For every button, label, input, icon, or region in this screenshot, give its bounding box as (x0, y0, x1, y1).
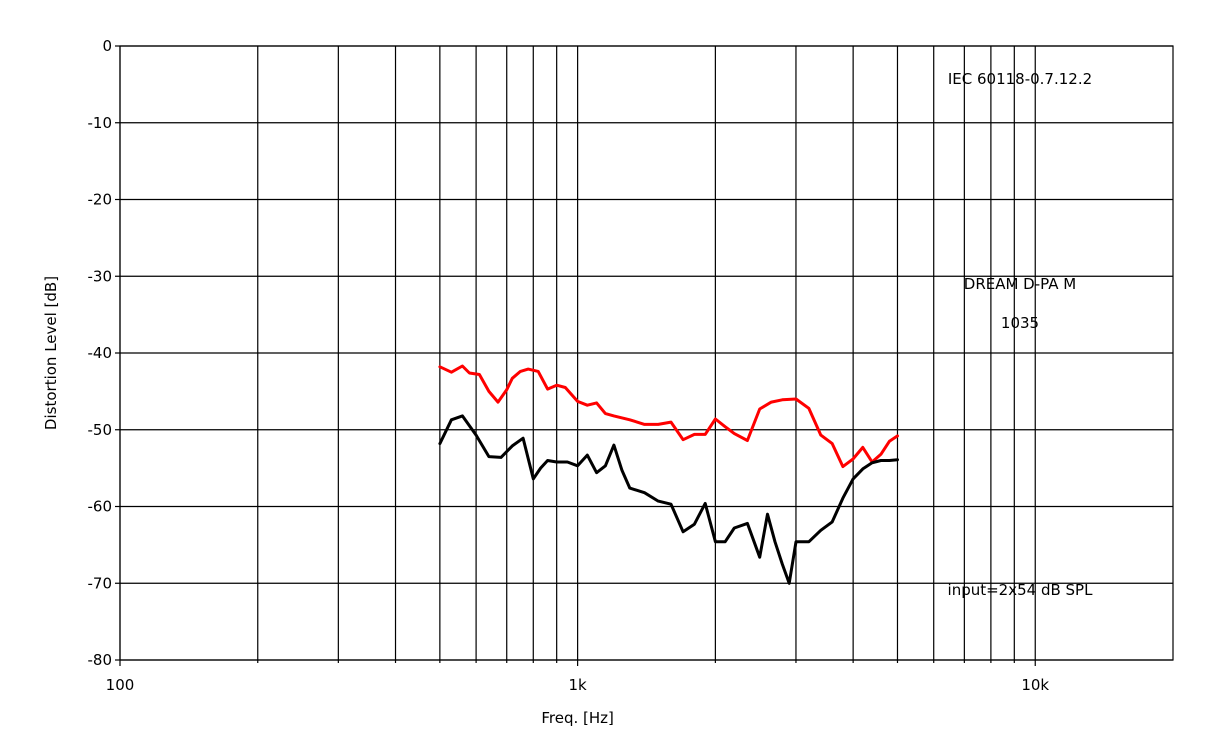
y-tick-label: -20 (88, 191, 113, 209)
y-tick-label: -30 (88, 267, 113, 285)
chart-annotation: DREAM D-PA M (964, 275, 1076, 293)
annotations: IEC 60118-0.7.12.2 DREAM D-PA M 1035 input=… (948, 70, 1094, 599)
x-axis-label: Freq. [Hz] (541, 709, 614, 727)
series-layer (438, 364, 899, 585)
y-tick-label: 0 (102, 37, 112, 55)
tick-labels: 0 -10 -20 -30 -40 -50 -60 -70 -80 100 1k 10k (88, 37, 1050, 694)
y-tick-label: -60 (88, 498, 113, 516)
y-tick-label: -80 (88, 651, 113, 669)
y-axis-label: Distortion Level [dB] (42, 276, 60, 430)
chart-annotation: input=2x54 dB SPL (948, 581, 1094, 599)
x-tick-label: 1k (569, 676, 588, 694)
x-tick-label: 100 (106, 676, 135, 694)
y-tick-label: -70 (88, 574, 113, 592)
y-tick-label: -10 (88, 114, 113, 132)
y-tick-label: -40 (88, 344, 113, 362)
chart-annotation: 1035 (1001, 314, 1039, 332)
grid-lines (119, 45, 1173, 661)
series-line-black (438, 414, 899, 585)
chart-annotation: IEC 60118-0.7.12.2 (948, 70, 1092, 88)
series-line-red (438, 364, 899, 469)
x-tick-label: 10k (1021, 676, 1049, 694)
axis-ticks (115, 45, 1036, 666)
y-tick-label: -50 (88, 421, 113, 439)
